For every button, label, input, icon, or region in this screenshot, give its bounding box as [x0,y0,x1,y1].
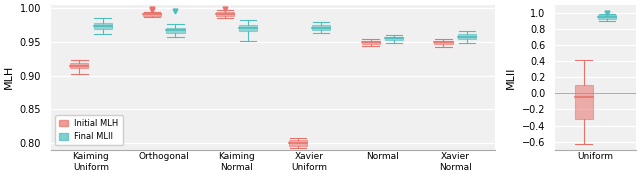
Bar [143,13,161,16]
Bar [312,25,330,30]
Bar [166,28,184,33]
Bar [239,25,257,31]
Bar [575,85,593,119]
Legend: Initial MLH, Final MLII: Initial MLH, Final MLII [55,115,123,146]
Bar [289,140,307,146]
Bar [216,12,234,16]
Bar [70,63,88,68]
Bar [93,23,112,29]
Bar [458,34,476,39]
Y-axis label: MLII: MLII [506,66,516,89]
Y-axis label: MLH: MLH [4,65,14,89]
Bar [385,37,403,40]
Bar [362,41,380,44]
Bar [598,15,616,19]
Bar [435,41,452,44]
